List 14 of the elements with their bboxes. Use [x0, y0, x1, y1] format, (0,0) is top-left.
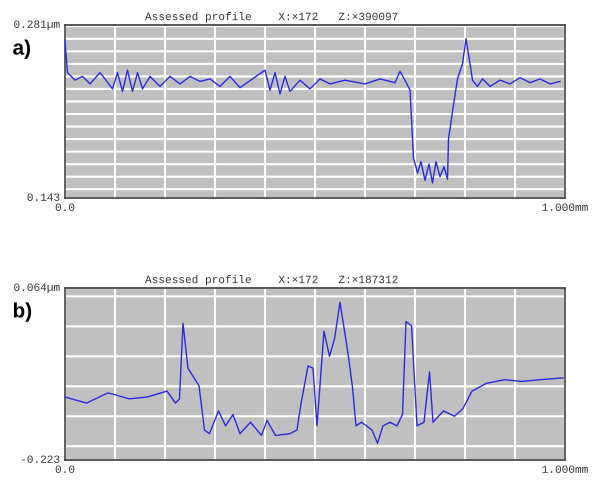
- y-tick-label: 0.143: [27, 193, 60, 201]
- line-series: [64, 38, 561, 184]
- x-tick-label: 1.000mm: [542, 465, 588, 474]
- x-tick-label: 0.0: [56, 203, 74, 212]
- x-tick-label: 1.000mm: [542, 203, 588, 212]
- text: b): [14, 302, 32, 322]
- x-tick-label: 0.0: [56, 465, 74, 474]
- y-tick-label: -0.223: [22, 455, 60, 463]
- chart-title: Assessed profile X:×172 Z:×390097: [145, 12, 398, 22]
- chart-title: Assessed profile X:×172 Z:×187312: [145, 275, 398, 286]
- text: a): [13, 40, 30, 59]
- y-tick-label: 0.064µm: [14, 283, 60, 294]
- y-tick-label: 0.281µm: [14, 20, 60, 30]
- line-series: [64, 302, 564, 444]
